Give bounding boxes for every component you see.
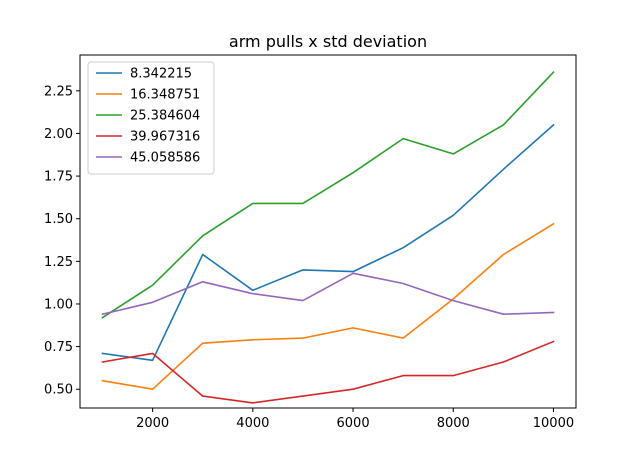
y-tick-label: 0.75 bbox=[44, 340, 73, 355]
chart-title: arm pulls x std deviation bbox=[229, 32, 427, 51]
x-tick-label: 8000 bbox=[437, 416, 470, 431]
x-tick-label: 6000 bbox=[337, 416, 370, 431]
x-tick-label: 2000 bbox=[136, 416, 169, 431]
legend-label: 39.967316 bbox=[130, 130, 200, 145]
legend-label: 8.342215 bbox=[130, 67, 192, 82]
legend: 8.342215 16.348751 25.384604 39.967316 45.05… bbox=[87, 61, 215, 175]
y-tick-label: 0.50 bbox=[44, 383, 73, 398]
series-line-3 bbox=[101, 70, 555, 319]
series-line-1 bbox=[101, 123, 555, 362]
x-axis: 2000 4000 6000 8000 10000 bbox=[136, 408, 574, 431]
series-layer bbox=[101, 70, 555, 404]
legend-label: 25.384604 bbox=[130, 109, 200, 124]
series-line-5 bbox=[101, 272, 555, 316]
legend-label: 16.348751 bbox=[130, 88, 200, 103]
series-line-4 bbox=[101, 340, 555, 404]
y-tick-label: 1.50 bbox=[44, 212, 73, 227]
y-tick-label: 2.00 bbox=[44, 127, 73, 142]
legend-label: 45.058586 bbox=[130, 151, 200, 166]
y-tick-label: 1.25 bbox=[44, 255, 73, 270]
series-line-2 bbox=[101, 222, 555, 391]
legend-box bbox=[87, 61, 215, 175]
y-tick-label: 1.00 bbox=[44, 297, 73, 312]
plot-area-frame bbox=[79, 54, 577, 409]
x-tick-label: 10000 bbox=[533, 416, 574, 431]
y-axis: 0.50 0.75 1.00 1.25 1.50 1.75 2.00 2.25 bbox=[44, 84, 80, 398]
y-tick-label: 2.25 bbox=[44, 84, 73, 99]
x-tick-label: 4000 bbox=[236, 416, 269, 431]
y-tick-label: 1.75 bbox=[44, 170, 73, 185]
